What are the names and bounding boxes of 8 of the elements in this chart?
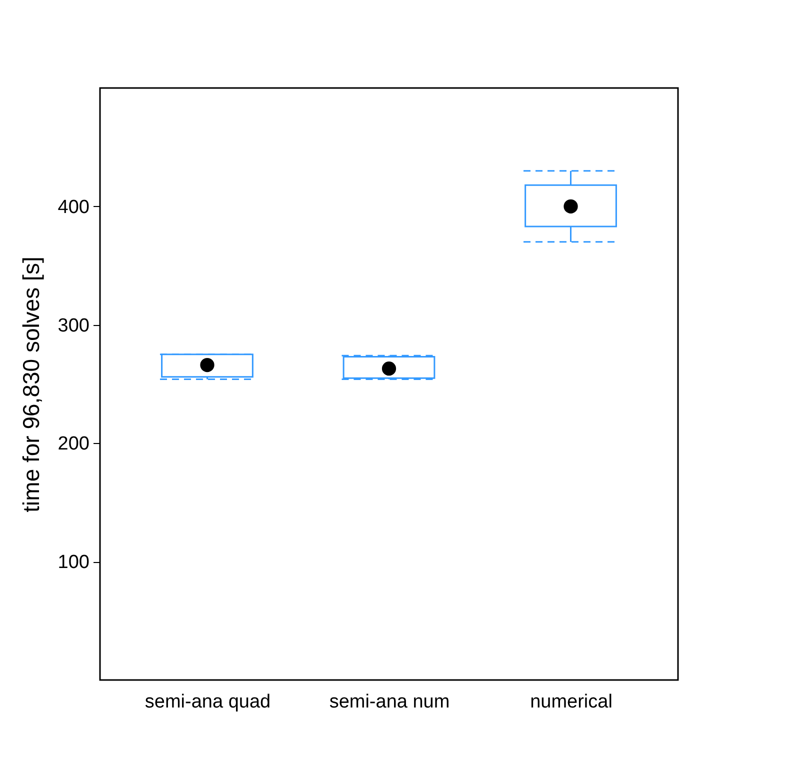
x-tick-label: semi-ana num xyxy=(329,692,450,712)
x-tick-label: numerical xyxy=(530,692,612,712)
y-axis-title: time for 96,830 solves [s] xyxy=(18,256,44,512)
x-tick-label: semi-ana quad xyxy=(144,692,271,712)
y-tick-label: 400 xyxy=(58,196,90,218)
y-tick-label: 200 xyxy=(58,434,90,455)
y-tick-label: 300 xyxy=(58,315,90,336)
y-tick-label: 100 xyxy=(58,552,90,574)
